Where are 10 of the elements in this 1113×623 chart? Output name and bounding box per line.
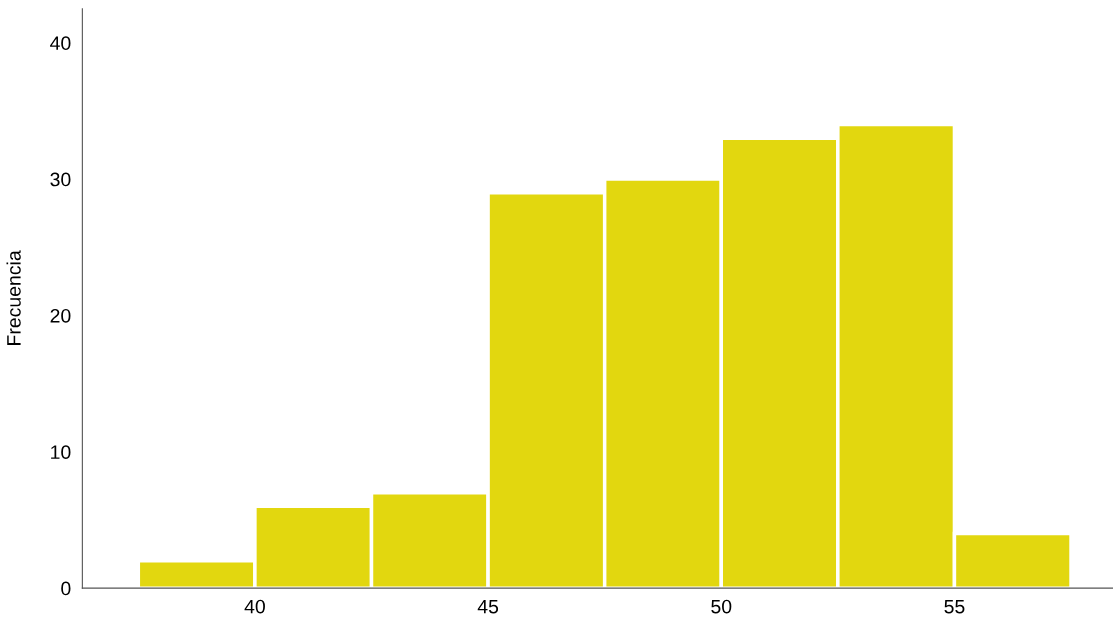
x-tick-label: 45 bbox=[477, 599, 499, 614]
y-tick-label: 10 bbox=[51, 445, 71, 460]
y-tick-label: 20 bbox=[50, 308, 71, 323]
x-tick-label: 55 bbox=[944, 599, 965, 614]
y-tick-label: 0 bbox=[61, 581, 71, 596]
y-tick-label: 40 bbox=[50, 36, 71, 51]
y-axis-title: Frecuencia bbox=[6, 250, 21, 345]
y-tick-label: 30 bbox=[50, 172, 71, 187]
x-tick-label: 40 bbox=[244, 599, 265, 614]
x-tick-label: 50 bbox=[711, 599, 732, 614]
